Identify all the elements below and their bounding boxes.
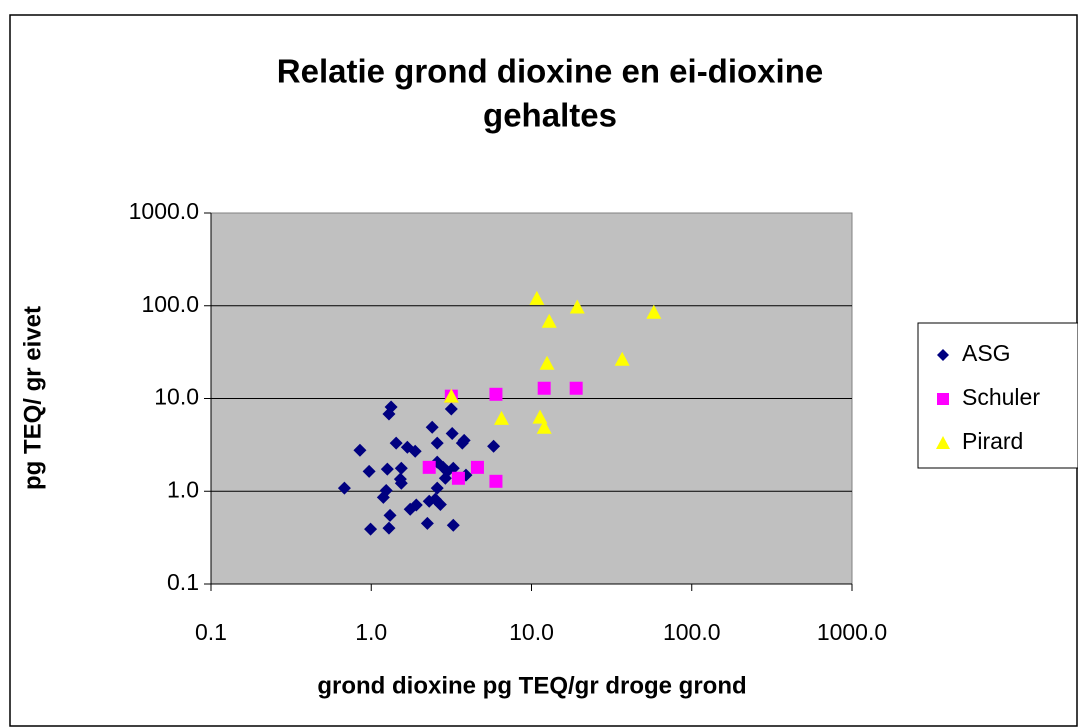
y-tick-label: 1.0 xyxy=(167,476,199,502)
point xyxy=(337,481,351,495)
y-tick-label: 1000.0 xyxy=(129,198,199,224)
point xyxy=(364,522,378,536)
point xyxy=(443,388,459,403)
point xyxy=(451,471,465,485)
point xyxy=(383,508,397,522)
point xyxy=(382,521,396,535)
point xyxy=(489,474,503,488)
x-tick-label: 0.1 xyxy=(195,619,227,645)
legend-label: Schuler xyxy=(962,384,1040,410)
point xyxy=(536,419,552,434)
point xyxy=(489,387,503,401)
x-tick-label: 10.0 xyxy=(509,619,554,645)
point xyxy=(487,439,501,453)
point xyxy=(444,402,458,416)
point xyxy=(529,290,545,305)
y-tick-label: 0.1 xyxy=(167,569,199,595)
point xyxy=(446,461,460,475)
point xyxy=(409,498,423,512)
point xyxy=(539,355,555,370)
legend-label: Pirard xyxy=(962,428,1023,454)
chart-title: gehaltes xyxy=(483,97,617,134)
point xyxy=(646,304,662,319)
point xyxy=(537,381,551,395)
x-tick-label: 1000.0 xyxy=(817,619,887,645)
point xyxy=(430,436,444,450)
x-tick-label: 100.0 xyxy=(663,619,721,645)
point xyxy=(470,460,484,474)
point xyxy=(393,472,407,486)
point xyxy=(353,443,367,457)
point xyxy=(541,313,557,328)
point xyxy=(532,409,548,424)
legend-marker xyxy=(936,436,950,449)
point xyxy=(389,436,403,450)
point xyxy=(430,481,444,495)
point xyxy=(614,351,630,366)
y-axis-label: pg TEQ/ gr eivet xyxy=(19,306,46,490)
y-tick-label: 10.0 xyxy=(154,384,199,410)
point xyxy=(394,461,408,475)
x-axis-label: grond dioxine pg TEQ/gr droge grond xyxy=(317,672,746,699)
point xyxy=(384,400,398,414)
legend-marker xyxy=(937,349,949,361)
y-tick-label: 100.0 xyxy=(141,291,199,317)
point xyxy=(433,497,447,511)
point xyxy=(408,444,422,458)
chart-title: Relatie grond dioxine en ei-dioxine xyxy=(277,53,823,90)
point xyxy=(425,420,439,434)
point xyxy=(380,462,394,476)
point xyxy=(446,518,460,532)
point xyxy=(422,460,436,474)
point xyxy=(445,426,459,440)
point xyxy=(379,483,393,497)
x-tick-label: 1.0 xyxy=(355,619,387,645)
legend-marker xyxy=(937,393,949,405)
legend-label: ASG xyxy=(962,340,1011,366)
point xyxy=(420,516,434,530)
point xyxy=(494,410,510,425)
point xyxy=(362,464,376,478)
point xyxy=(457,433,471,447)
point xyxy=(569,299,585,314)
point xyxy=(569,381,583,395)
